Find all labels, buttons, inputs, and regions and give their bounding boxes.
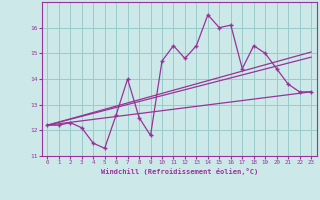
X-axis label: Windchill (Refroidissement éolien,°C): Windchill (Refroidissement éolien,°C) [100,168,258,175]
